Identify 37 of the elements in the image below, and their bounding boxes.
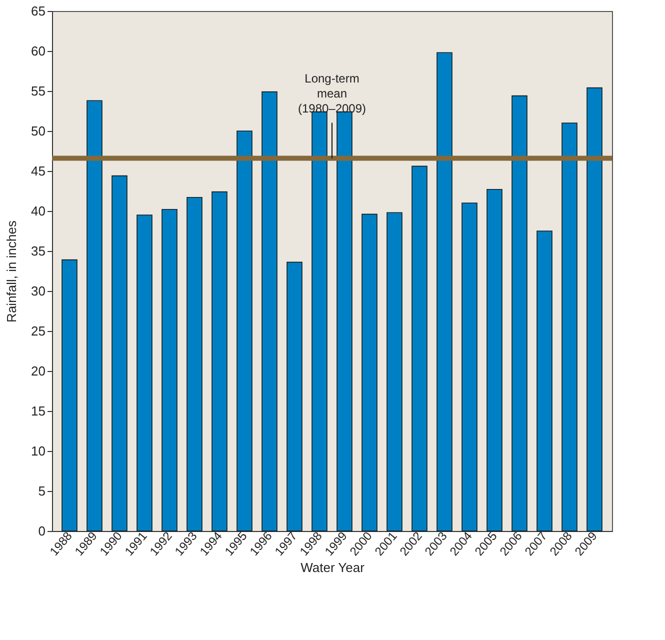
bar [486,189,502,532]
y-tick-label: 0 [38,524,46,538]
bar [236,130,252,532]
bar [536,230,552,532]
y-tick-label: 30 [31,284,46,298]
y-tick-label: 50 [31,124,46,138]
y-tick-label: 20 [31,364,46,378]
bar [462,202,478,532]
y-tick-label: 5 [38,484,46,498]
y-axis-title: Rainfall, in inches [4,220,20,322]
y-tick-label: 10 [31,444,46,458]
y-tick-label: 15 [31,404,46,418]
bar [136,214,152,532]
bar [262,91,278,532]
y-tick-label: 60 [31,44,46,58]
bar [562,122,578,532]
x-axis-title: Water Year [300,560,366,575]
y-tick-label: 40 [31,204,46,218]
bar [362,214,378,532]
bar [286,262,302,532]
ref-line-label: Long-term mean (1980–2009) [298,71,366,116]
bar [512,95,528,532]
y-tick-label: 65 [31,4,46,18]
bar [386,212,402,532]
bar [86,100,102,532]
y-tick-label: 25 [31,324,46,338]
bar [62,259,78,532]
bar [436,52,452,532]
bar [212,191,228,532]
y-tick-label: 55 [31,84,46,98]
y-tick-label: 45 [31,164,46,178]
bar [162,209,178,532]
bar [586,87,602,532]
bar [412,166,428,532]
bar [186,197,202,532]
y-tick-label: 35 [31,244,46,258]
bar [112,175,128,532]
